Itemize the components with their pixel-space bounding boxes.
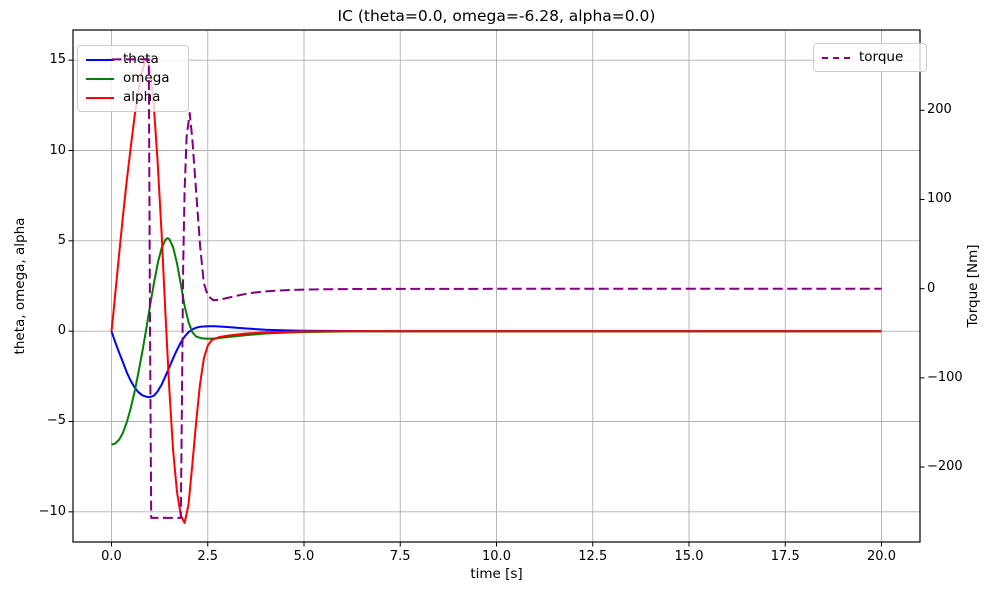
- x-tick-label: 2.5: [178, 549, 238, 565]
- legend-entry-torque: torque: [822, 48, 918, 67]
- y-tick-label-left: 5: [0, 233, 66, 249]
- legend-entry-alpha: alpha: [86, 88, 180, 107]
- y-tick-label-left: 0: [0, 323, 66, 339]
- legend-right: torque: [813, 43, 927, 72]
- chart-title: IC (theta=0.0, omega=-6.28, alpha=0.0): [73, 7, 920, 25]
- legend-label-torque: torque: [859, 49, 903, 66]
- y-tick-label-right: 100: [927, 191, 952, 207]
- legend-line-sample-alpha: [86, 97, 114, 99]
- y-tick-label-right: −200: [927, 459, 963, 475]
- y-tick-label-left: −5: [0, 413, 66, 429]
- y-tick-label-right: 200: [927, 102, 952, 118]
- axes-spines: [73, 30, 920, 542]
- figure: IC (theta=0.0, omega=-6.28, alpha=0.0) t…: [0, 0, 1000, 600]
- legend-entry-theta: theta: [86, 50, 180, 69]
- y-tick-label-left: −10: [0, 504, 66, 520]
- legend-label-omega: omega: [123, 70, 170, 87]
- x-tick-label: 12.5: [563, 549, 623, 565]
- x-axis-label: time [s]: [73, 566, 920, 582]
- series-omega: [112, 238, 882, 445]
- legend-label-theta: theta: [123, 51, 159, 68]
- legend-entry-omega: omega: [86, 69, 180, 88]
- x-tick-label: 7.5: [370, 549, 430, 565]
- x-tick-label: 10.0: [467, 549, 527, 565]
- series-alpha: [112, 57, 882, 523]
- y-tick-label-right: −100: [927, 370, 963, 386]
- x-tick-label: 17.5: [755, 549, 815, 565]
- y-tick-label-right: 0: [927, 281, 935, 297]
- legend-label-alpha: alpha: [123, 89, 160, 106]
- legend-left: theta omega alpha: [77, 45, 189, 112]
- legend-line-sample-theta: [86, 59, 114, 61]
- y-tick-label-left: 10: [0, 143, 66, 159]
- x-tick-label: 5.0: [274, 549, 334, 565]
- series-torque: [112, 59, 882, 518]
- x-tick-label: 15.0: [659, 549, 719, 565]
- legend-line-sample-omega: [86, 78, 114, 80]
- y-tick-label-left: 15: [0, 52, 66, 68]
- x-tick-label: 0.0: [82, 549, 142, 565]
- series-theta: [112, 326, 882, 397]
- y-axis-label-right: Torque [Nm]: [965, 244, 981, 327]
- x-tick-label: 20.0: [852, 549, 912, 565]
- legend-line-sample-torque: [822, 57, 850, 59]
